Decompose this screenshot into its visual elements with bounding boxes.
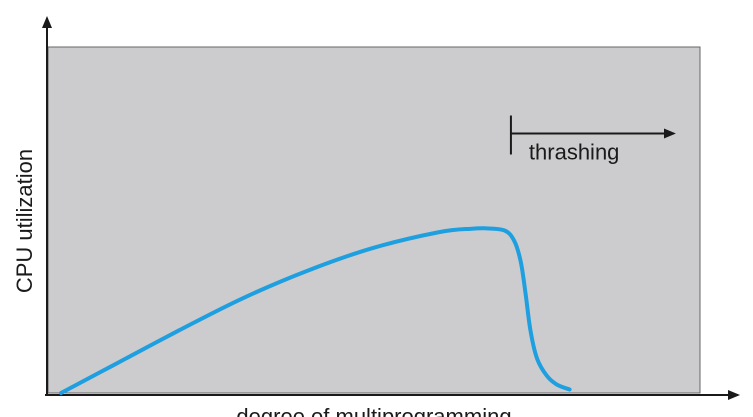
- y-axis-label: CPU utilization: [12, 149, 37, 293]
- x-axis-label: degree of multiprogramming: [236, 404, 511, 417]
- thrashing-label: thrashing: [529, 140, 620, 165]
- plot-background: [47, 46, 701, 394]
- cpu-utilization-curve: [59, 226, 572, 395]
